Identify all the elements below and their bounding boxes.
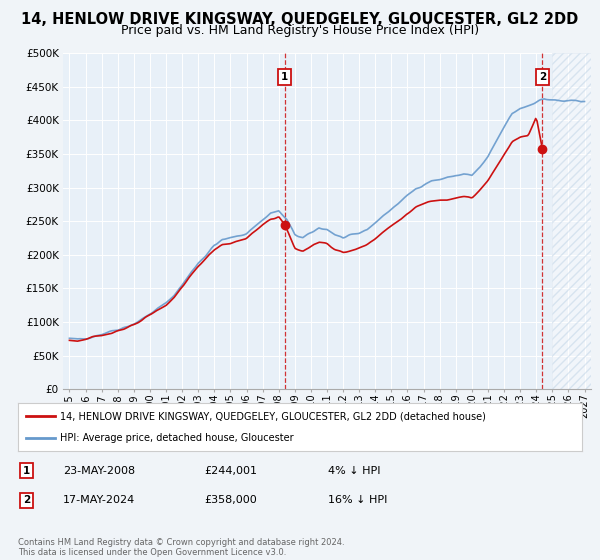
Text: 14, HENLOW DRIVE KINGSWAY, QUEDGELEY, GLOUCESTER, GL2 2DD: 14, HENLOW DRIVE KINGSWAY, QUEDGELEY, GL… (22, 12, 578, 27)
Text: £244,001: £244,001 (204, 465, 257, 475)
Text: 2: 2 (23, 495, 30, 505)
Text: 4% ↓ HPI: 4% ↓ HPI (328, 465, 381, 475)
Text: HPI: Average price, detached house, Gloucester: HPI: Average price, detached house, Glou… (60, 433, 294, 443)
Text: 14, HENLOW DRIVE KINGSWAY, QUEDGELEY, GLOUCESTER, GL2 2DD (detached house): 14, HENLOW DRIVE KINGSWAY, QUEDGELEY, GL… (60, 411, 486, 421)
Text: Contains HM Land Registry data © Crown copyright and database right 2024.
This d: Contains HM Land Registry data © Crown c… (18, 538, 344, 557)
Text: 2: 2 (539, 72, 546, 82)
Text: 1: 1 (281, 72, 289, 82)
Text: Price paid vs. HM Land Registry's House Price Index (HPI): Price paid vs. HM Land Registry's House … (121, 24, 479, 37)
Text: 17-MAY-2024: 17-MAY-2024 (63, 495, 136, 505)
Text: £358,000: £358,000 (204, 495, 257, 505)
Text: 1: 1 (23, 465, 30, 475)
Text: 16% ↓ HPI: 16% ↓ HPI (328, 495, 388, 505)
Text: 23-MAY-2008: 23-MAY-2008 (63, 465, 135, 475)
